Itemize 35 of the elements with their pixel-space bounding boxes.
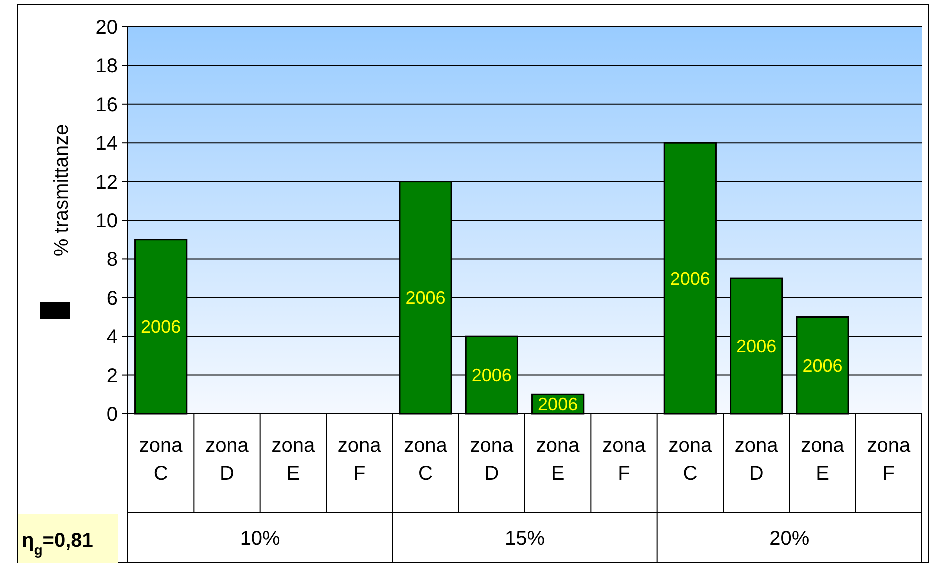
y-tick-label: 8: [106, 249, 118, 272]
y-tick-label: 0: [106, 404, 118, 426]
text: 2006: [406, 288, 446, 308]
x-tick-label: zona D: [206, 435, 250, 485]
text: 15%: [504, 528, 546, 550]
x-tick-label: zona D: [734, 435, 780, 485]
x-tick-label: zona E: [801, 435, 846, 485]
x-tick-label: zona C: [139, 435, 184, 485]
x-tick-label: zona E: [536, 435, 581, 485]
text: 2006: [802, 356, 843, 376]
y-tick-label: 14: [96, 133, 118, 156]
y-tick-label: 18: [96, 56, 118, 78]
text: 10%: [240, 528, 281, 550]
x-tick-label: zona C: [404, 435, 448, 485]
x-tick-label: zona E: [272, 435, 316, 485]
series-label: 2006: [538, 394, 578, 415]
text: 2006: [736, 336, 777, 357]
text: η$_{g}$=0,81: [22, 530, 94, 558]
x-tick-label: zona D: [470, 435, 514, 485]
x-tick-label: zona F: [867, 435, 912, 485]
y-tick-label: 10: [96, 210, 118, 232]
text: 20%: [770, 528, 810, 550]
x-tick-label: zona F: [602, 435, 647, 485]
y-tick-label: 20: [96, 17, 118, 39]
y-tick-label: 2: [106, 365, 118, 388]
y-tick-label: 16: [96, 94, 118, 116]
x-tick-label: zona F: [338, 435, 382, 485]
text: 2006: [141, 317, 182, 338]
text: 2006: [472, 366, 512, 386]
x-tick-label: zona C: [668, 435, 713, 485]
y-axis-title: % trasmittanze: [51, 124, 73, 257]
y-tick-label: 12: [96, 172, 118, 194]
y-tick-label: 4: [106, 326, 118, 349]
text: 2006: [670, 268, 710, 289]
y-tick-label: 6: [106, 288, 118, 310]
